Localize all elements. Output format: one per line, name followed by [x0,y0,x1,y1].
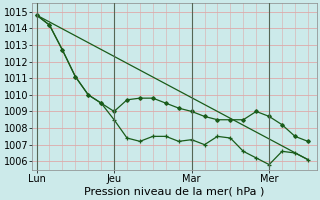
X-axis label: Pression niveau de la mer( hPa ): Pression niveau de la mer( hPa ) [84,187,265,197]
